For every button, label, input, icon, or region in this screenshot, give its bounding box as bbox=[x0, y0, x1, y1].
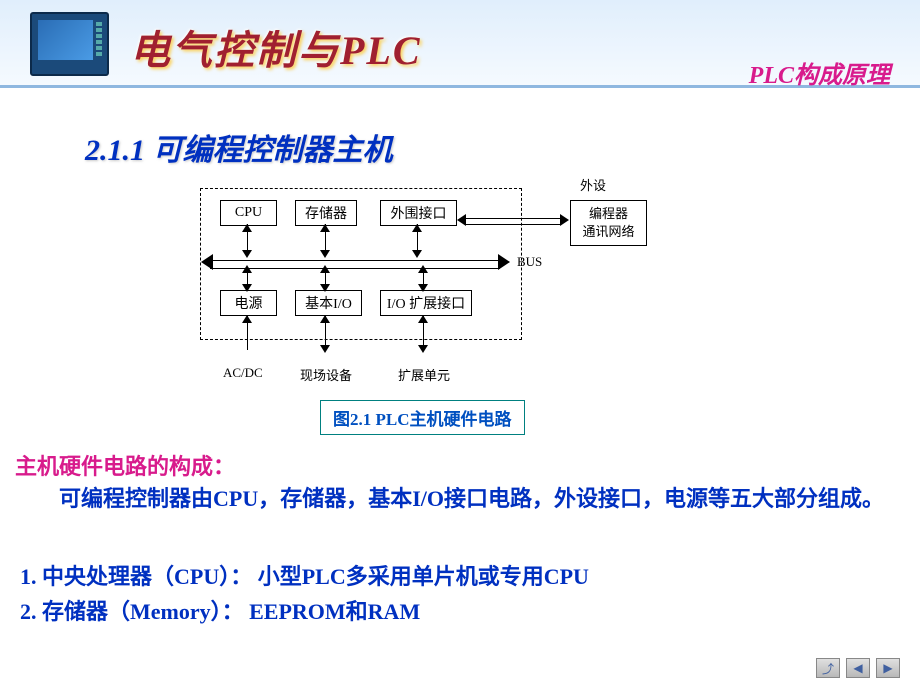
bus-line bbox=[210, 260, 500, 269]
label-extunit: 扩展单元 bbox=[398, 365, 450, 384]
list-item-memory: 2. 存储器（Memory）： EEPROM和RAM bbox=[20, 595, 905, 628]
arrow-up-icon bbox=[242, 224, 252, 232]
top-right-label: PLC构成原理 bbox=[749, 55, 890, 90]
ext-network: 通讯网络 bbox=[582, 223, 634, 241]
arrow-down-icon bbox=[320, 250, 330, 258]
box-basic-io: 基本I/O bbox=[295, 290, 362, 316]
conn-perif-ext bbox=[465, 218, 560, 225]
arrow-up-icon bbox=[412, 224, 422, 232]
section-number: 2.1.1 bbox=[85, 134, 145, 167]
arrow-up-icon bbox=[320, 265, 330, 273]
section-title: 2.1.1 可编程控制器主机 bbox=[85, 125, 393, 169]
label-field: 现场设备 bbox=[300, 365, 352, 384]
arrow-down-icon bbox=[418, 345, 428, 353]
box-io-expansion: I/O 扩展接口 bbox=[380, 290, 472, 316]
arrow-up-icon bbox=[242, 265, 252, 273]
arrow-up-icon bbox=[418, 315, 428, 323]
arrow-down-icon bbox=[418, 284, 428, 292]
box-peripheral-interface: 外围接口 bbox=[380, 200, 457, 226]
nav-prev-button[interactable]: ◀ bbox=[846, 658, 870, 678]
composition-heading: 主机硬件电路的构成： bbox=[15, 450, 905, 483]
header-title: 电气控制与PLC bbox=[130, 18, 422, 76]
arrow-up-icon bbox=[320, 224, 330, 232]
box-external-devices: 编程器 通讯网络 bbox=[570, 200, 647, 246]
box-memory: 存储器 bbox=[295, 200, 357, 226]
bus-arrow-left-icon bbox=[201, 254, 213, 270]
header-title-plc: PLC bbox=[340, 28, 422, 73]
arrow-up-icon bbox=[418, 265, 428, 273]
nav-home-button[interactable]: ⤴ bbox=[816, 658, 840, 678]
figure-caption: 图2.1 PLC主机硬件电路 bbox=[320, 400, 525, 435]
arrow-down-icon bbox=[320, 345, 330, 353]
arrow-down-icon bbox=[242, 250, 252, 258]
list-item-cpu: 1. 中央处理器（CPU）： 小型PLC多采用单片机或专用CPU bbox=[20, 560, 905, 593]
arrow-left-icon bbox=[457, 214, 466, 226]
composition-paragraph: 可编程控制器由CPU，存储器，基本I/O接口电路，外设接口，电源等五大部分组成。 bbox=[15, 482, 905, 515]
box-cpu: CPU bbox=[220, 200, 277, 226]
arrow-right-icon bbox=[560, 214, 569, 226]
label-acdc: AC/DC bbox=[223, 365, 263, 381]
bus-arrow-right-icon bbox=[498, 254, 510, 270]
arrow-up-icon bbox=[320, 315, 330, 323]
nav-buttons: ⤴ ◀ ▶ bbox=[816, 658, 900, 678]
slide-header: 电气控制与PLC PLC构成原理 bbox=[0, 0, 920, 100]
box-power: 电源 bbox=[220, 290, 277, 316]
arrow-down-icon bbox=[320, 284, 330, 292]
bus-label: BUS bbox=[517, 254, 542, 270]
header-title-main: 电气控制与 bbox=[130, 28, 340, 73]
arrow-down-icon bbox=[242, 284, 252, 292]
section-heading: 可编程控制器主机 bbox=[153, 134, 393, 167]
nav-next-button[interactable]: ▶ bbox=[876, 658, 900, 678]
ext-programmer: 编程器 bbox=[589, 205, 628, 223]
arrow-down-icon bbox=[412, 250, 422, 258]
arrow-up-icon bbox=[242, 315, 252, 323]
monitor-icon bbox=[30, 12, 109, 76]
external-label: 外设 bbox=[580, 175, 606, 194]
plc-diagram: 外设 CPU 存储器 外围接口 电源 基本I/O I/O 扩展接口 编程器 通讯… bbox=[195, 170, 675, 390]
